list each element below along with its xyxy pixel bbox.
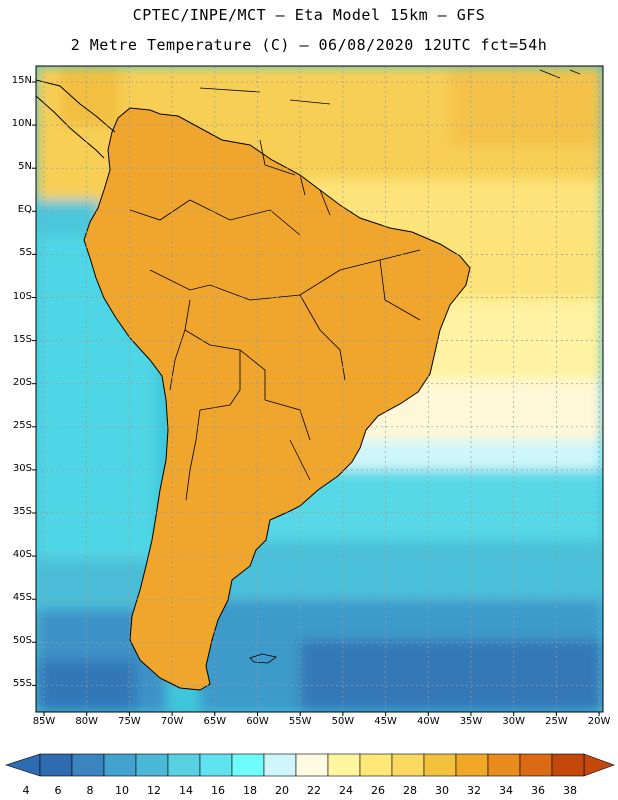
colorbar-swatch (391, 753, 425, 777)
colorbar-swatch (135, 753, 169, 777)
latitude-label: 50S (12, 635, 32, 647)
colorbar-tick-label: 8 (86, 784, 94, 797)
colorbar-tick-label: 30 (435, 784, 449, 797)
colorbar-swatch (167, 753, 201, 777)
longitude-label: 80W (75, 716, 98, 727)
colorbar-high-arrow (583, 753, 615, 777)
latitude-label: EQ (17, 204, 32, 216)
colorbar-tick-label: 28 (403, 784, 417, 797)
longitude-label: 75W (118, 716, 141, 727)
latitude-label: 55S (12, 678, 32, 690)
longitude-label: 65W (203, 716, 227, 727)
colorbar-swatch (327, 753, 361, 777)
longitude-label: 40W (416, 716, 440, 727)
colorbar-tick-label: 34 (499, 784, 513, 797)
latitude-label: 15N (11, 75, 32, 86)
colorbar-swatch (359, 753, 393, 777)
longitude-label: 20W (587, 716, 611, 727)
title-line-2: 2 Metre Temperature (C) – 06/08/2020 12U… (70, 36, 548, 54)
latitude-label: 5N (18, 161, 32, 173)
colorbar-swatch (455, 753, 489, 777)
colorbar-swatch (519, 753, 553, 777)
latitude-label: 20S (12, 376, 32, 388)
colorbar-tick-label: 32 (467, 784, 481, 797)
latitude-label: 30S (12, 462, 32, 474)
colorbar-swatch (487, 753, 521, 777)
colorbar-swatch (103, 753, 137, 777)
colorbar-swatch (295, 753, 329, 777)
colorbar-tick-label: 22 (307, 784, 321, 797)
colorbar-tick-label: 20 (275, 784, 289, 797)
colorbar-tick-label: 16 (211, 784, 225, 797)
colorbar-low-arrow (5, 753, 41, 777)
colorbar-tick-label: 14 (179, 784, 193, 797)
latitude-label: 45S (12, 592, 32, 604)
longitude-label: 35W (459, 716, 483, 727)
central-america-coast (36, 79, 116, 133)
latitude-label: 25S (12, 419, 32, 431)
colorbar-tick-label: 24 (339, 784, 353, 797)
colorbar-swatch (551, 753, 585, 777)
country-borders (129, 139, 421, 501)
colorbar-swatch (39, 753, 73, 777)
colorbar-tick-label: 38 (563, 784, 577, 797)
latitude-label: 15S (12, 333, 32, 345)
colorbar-tick-label: 36 (531, 784, 545, 797)
colorbar-swatch (423, 753, 457, 777)
colorbar-tick-label: 26 (371, 784, 385, 797)
longitude-label: 25W (545, 716, 568, 727)
longitude-label: 45W (374, 716, 397, 727)
colorbar (5, 753, 615, 777)
colorbar-swatch (231, 753, 265, 777)
map-frame (35, 65, 604, 713)
latitude-label: 5S (19, 247, 32, 259)
latitude-label: 10N (11, 118, 32, 130)
longitude-label: 55W (288, 716, 312, 727)
longitude-label: 70W (160, 716, 184, 727)
latitude-label: 35S (12, 506, 32, 517)
longitude-label: 85W (32, 716, 56, 727)
longitude-label: 60W (246, 716, 269, 727)
colorbar-tick-label: 6 (54, 784, 62, 797)
colorbar-tick-label: 4 (22, 784, 30, 797)
colorbar-tick-label: 18 (243, 784, 257, 797)
colorbar-swatch (71, 753, 105, 777)
latitude-label: 10S (12, 290, 32, 302)
longitude-label: 30W (502, 716, 525, 727)
longitude-label: 50W (331, 716, 355, 727)
colorbar-tick-label: 12 (147, 784, 161, 797)
colorbar-tick-label: 10 (115, 784, 129, 797)
colorbar-swatch (263, 753, 297, 777)
falkland-islands (249, 653, 277, 664)
latitude-label: 40S (12, 549, 32, 561)
title-line-1: CPTEC/INPE/MCT – Eta Model 15km – GFS (132, 6, 486, 24)
colorbar-swatch (199, 753, 233, 777)
